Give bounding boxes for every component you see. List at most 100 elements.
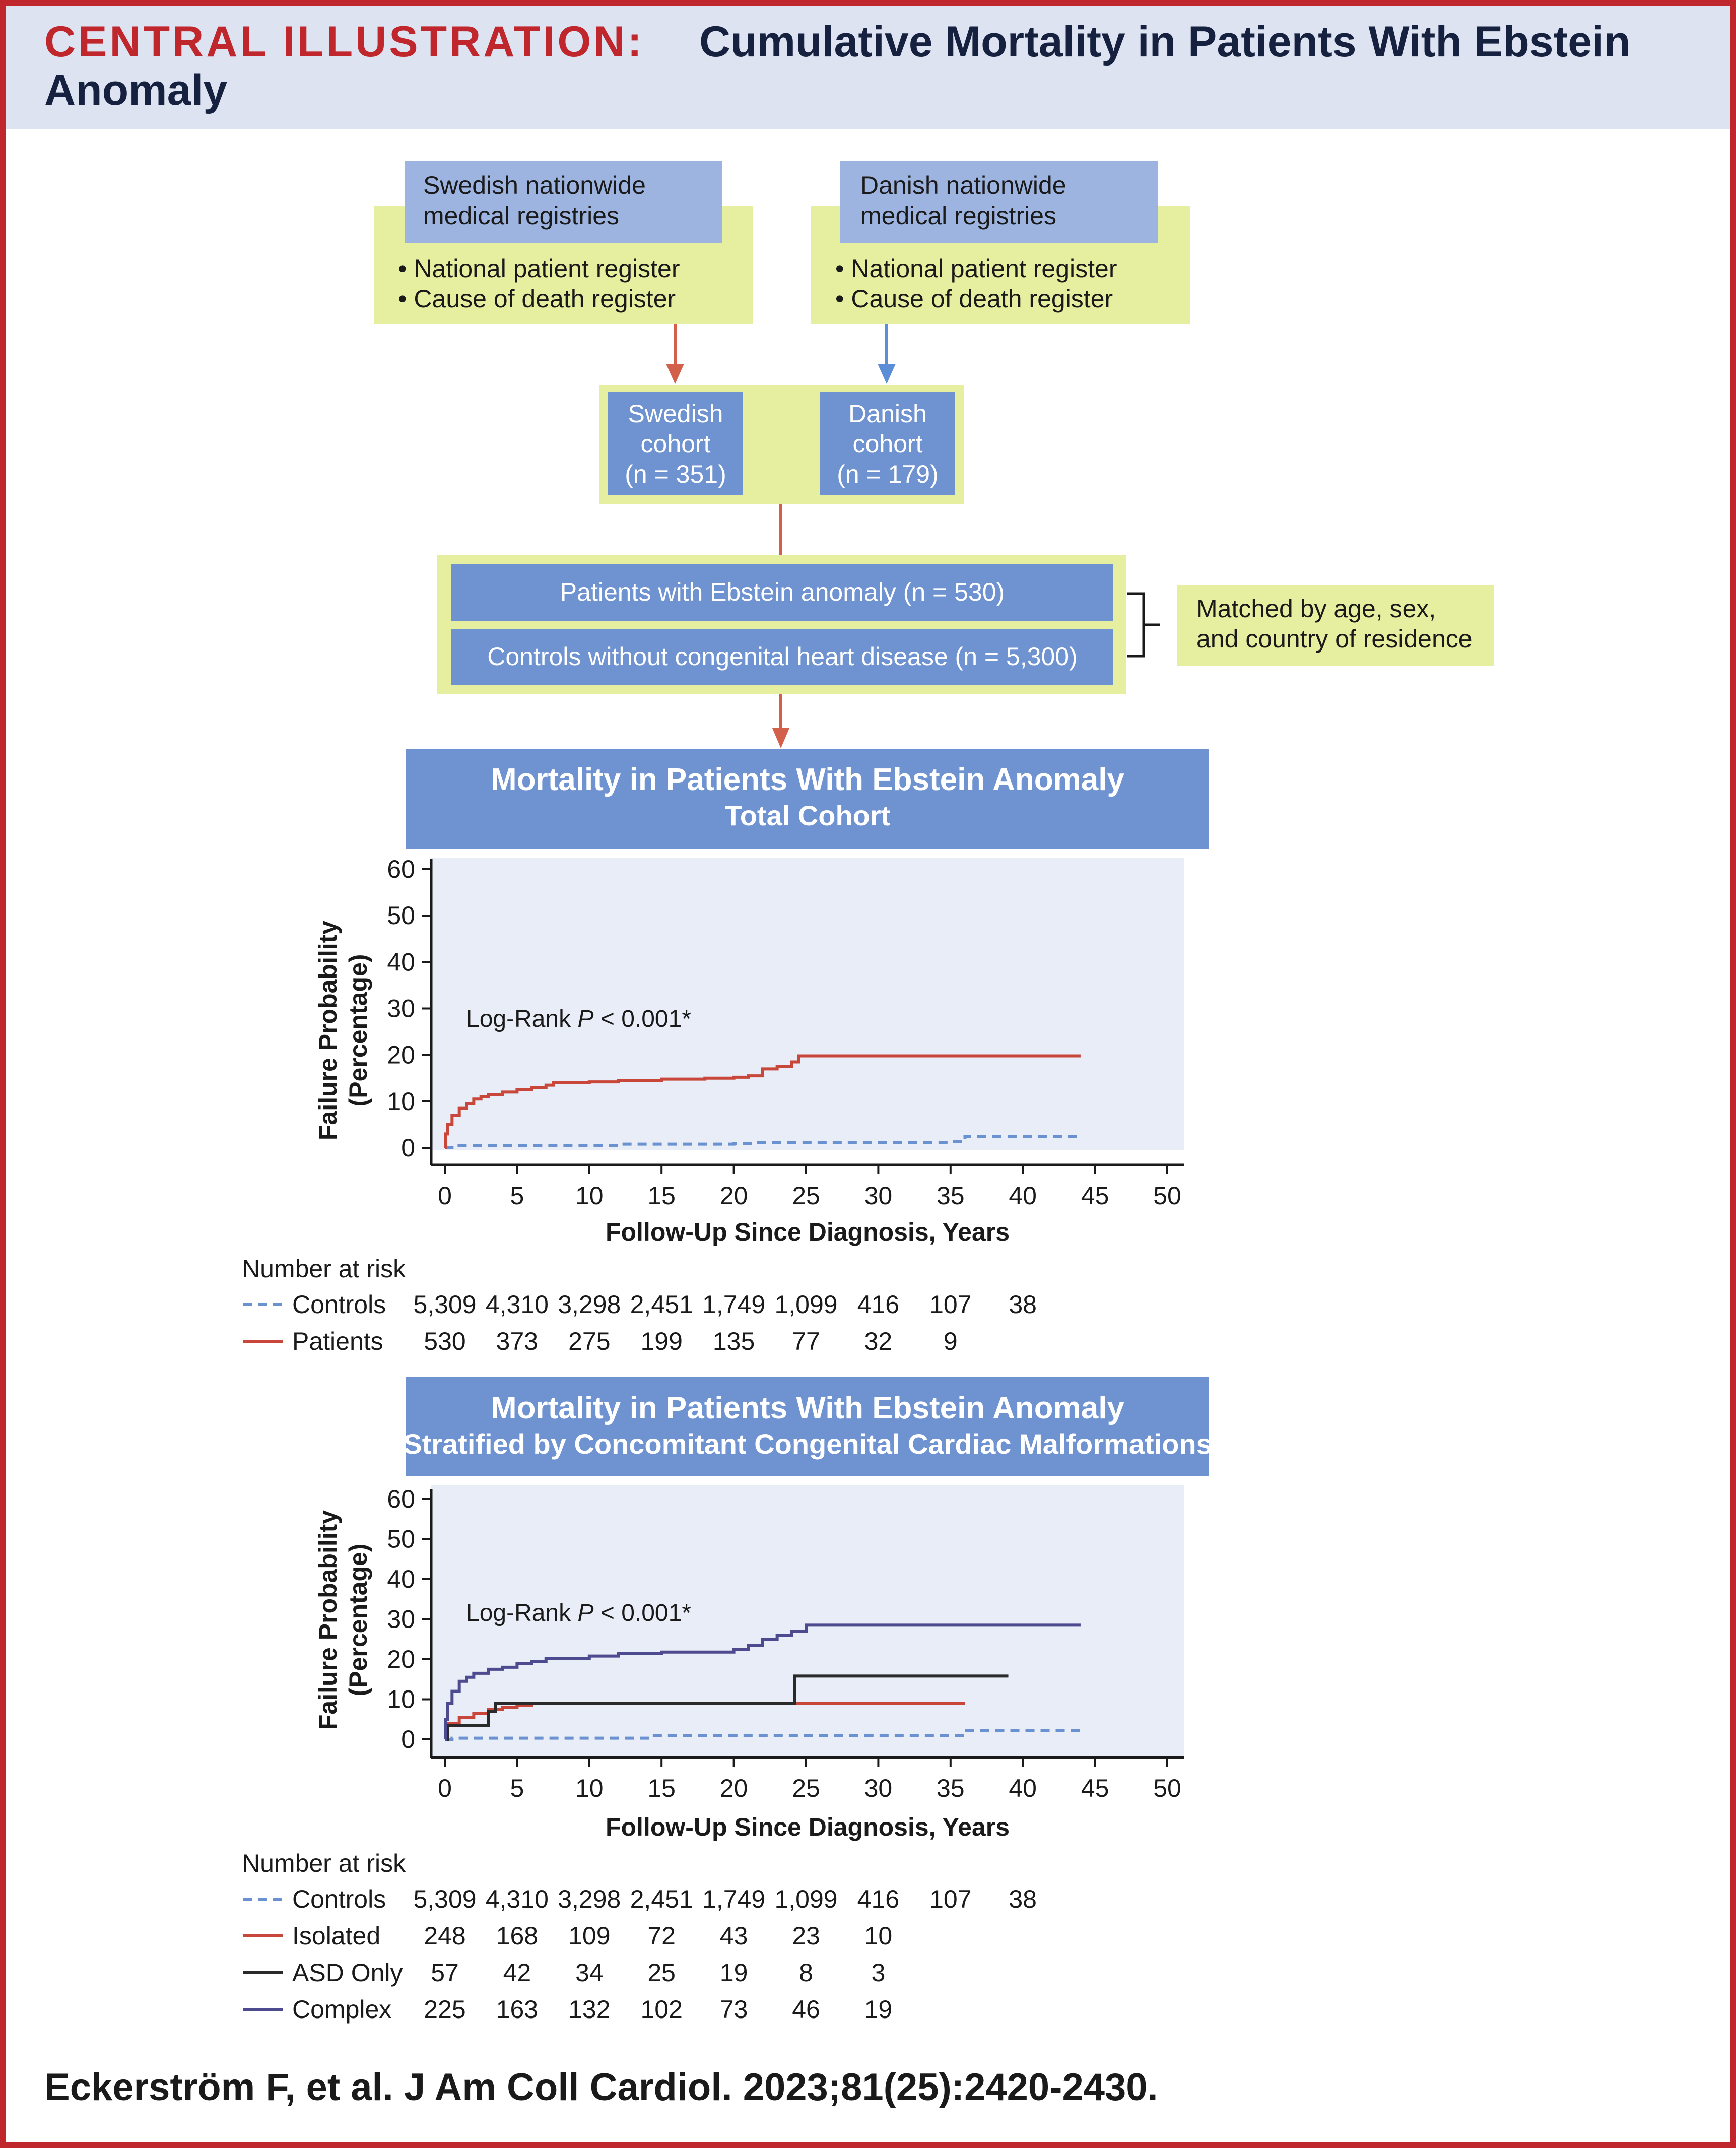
x-tick-label: 30 (864, 1774, 893, 1802)
patients-box (451, 564, 1113, 621)
risk-cell: 5,309 (413, 1885, 476, 1913)
header-title-line2: Anomaly (44, 66, 227, 114)
risk-cell: 248 (424, 1922, 465, 1950)
y-tick-label: 20 (387, 1645, 415, 1673)
risk-cell: 77 (792, 1327, 820, 1355)
risk-cell: 1,099 (774, 1885, 837, 1913)
patients-label: Patients with Ebstein anomaly (n = 530) (560, 578, 1005, 606)
risk-row-label-controls: Controls (292, 1885, 386, 1913)
series-line-asd-only (445, 1674, 1009, 1741)
danish-cohort-line1: Danish (848, 400, 927, 428)
risk-cell: 102 (640, 1995, 682, 2024)
citation: Eckerström F, et al. J Am Coll Cardiol. … (44, 2066, 1158, 2109)
chart1-risk-table: Controls 5,309 4,310 3,298 2,451 1,749 1,099 41… (243, 1290, 1037, 1355)
x-tick-label: 10 (575, 1182, 604, 1210)
chart2-title: Mortality in Patients With Ebstein Anoma… (491, 1391, 1124, 1425)
x-tick-label: 25 (792, 1182, 820, 1210)
chart1-xlabel: Follow-Up Since Diagnosis, Years (606, 1218, 1010, 1246)
controls-label: Controls without congenital heart diseas… (487, 642, 1078, 671)
y-tick-label: 60 (387, 1485, 415, 1513)
risk-cell: 3 (871, 1959, 885, 1987)
danish-registry-title-box (840, 161, 1158, 243)
risk-cell: 5,309 (413, 1290, 476, 1319)
x-tick-label: 5 (510, 1182, 524, 1210)
risk-cell: 42 (503, 1959, 531, 1987)
risk-cell: 1,749 (702, 1885, 765, 1913)
y-tick-label: 0 (401, 1725, 415, 1753)
controls-box (451, 629, 1113, 685)
x-tick-label: 25 (792, 1774, 820, 1802)
chart1-ylabel-line2: (Percentage) (344, 954, 372, 1107)
danish-arrow-head (878, 364, 896, 384)
risk-cell: 4,310 (486, 1290, 549, 1319)
series-line-controls (445, 1729, 1081, 1741)
danish-registry-bullet-2: • Cause of death register (835, 285, 1113, 313)
danish-registry-title-1: Danish nationwide (860, 171, 1066, 200)
swedish-cohort-line3: (n = 351) (625, 460, 726, 488)
chart2-title-box (406, 1377, 1209, 1476)
chart2-xlabel: Follow-Up Since Diagnosis, Years (606, 1813, 1010, 1841)
y-tick-label: 10 (387, 1685, 415, 1714)
risk-cell: 32 (864, 1327, 893, 1355)
chart1-plot-area (431, 858, 1184, 1150)
swedish-registry-bullet-2: • Cause of death register (398, 285, 676, 313)
danish-cohort-box (820, 392, 955, 495)
risk-cell: 107 (929, 1290, 971, 1319)
chart1-title: Mortality in Patients With Ebstein Anoma… (491, 762, 1124, 797)
chart-arrow-head (772, 728, 789, 748)
risk-cell: 225 (424, 1995, 465, 2024)
risk-row-label-patients: Patients (292, 1327, 383, 1355)
y-tick-label: 20 (387, 1041, 415, 1069)
risk-cell: 4,310 (486, 1885, 549, 1913)
y-tick-label: 40 (387, 948, 415, 976)
x-tick-label: 45 (1081, 1182, 1109, 1210)
swedish-registry-bullet-1: • National patient register (398, 254, 680, 283)
risk-row-label-complex: Complex (292, 1995, 391, 2024)
swedish-registry-title-1: Swedish nationwide (423, 171, 646, 200)
risk-row-label-asd-only: ASD Only (292, 1959, 403, 1987)
x-tick-label: 15 (647, 1774, 676, 1802)
header-band (6, 6, 1730, 129)
chart1-ylabel-line1: Failure Probability (314, 921, 342, 1140)
risk-cell: 43 (720, 1922, 748, 1950)
danish-cohort-line3: (n = 179) (837, 460, 939, 488)
risk-row-label-controls: Controls (292, 1290, 386, 1319)
chart2-annotation: Log-Rank P < 0.001* (466, 1600, 691, 1626)
x-tick-label: 10 (575, 1774, 604, 1802)
risk-cell: 10 (864, 1922, 893, 1950)
risk-cell: 19 (864, 1995, 893, 2024)
x-tick-label: 40 (1009, 1182, 1037, 1210)
danish-cohort-line2: cohort (853, 430, 923, 458)
matched-box (1177, 585, 1494, 666)
risk-cell: 72 (647, 1922, 676, 1950)
risk-cell: 38 (1009, 1885, 1037, 1913)
risk-cell: 25 (647, 1959, 676, 1987)
y-tick-label: 10 (387, 1087, 415, 1116)
series-line-patients (444, 1054, 1081, 1149)
x-tick-label: 50 (1153, 1774, 1181, 1802)
risk-cell: 107 (929, 1885, 971, 1913)
matched-line1: Matched by age, sex, (1196, 595, 1436, 623)
matched-line2: and country of residence (1196, 625, 1473, 653)
chart1-annotation: Log-Rank P < 0.001* (466, 1006, 691, 1032)
x-tick-label: 35 (937, 1774, 965, 1802)
chart2-series (444, 1623, 1081, 1741)
risk-cell: 23 (792, 1922, 820, 1950)
chart2-plot-area (431, 1485, 1184, 1758)
x-tick-label: 35 (937, 1182, 965, 1210)
chart1-risk-heading: Number at risk (242, 1255, 406, 1283)
x-tick-label: 15 (647, 1182, 676, 1210)
danish-registry-title-2: medical registries (860, 202, 1056, 230)
risk-row-label-isolated: Isolated (292, 1922, 380, 1950)
chart1-title-box (406, 749, 1209, 849)
risk-cell: 57 (431, 1959, 459, 1987)
x-tick-label: 0 (438, 1774, 452, 1802)
swedish-cohort-box (608, 392, 743, 495)
risk-cell: 373 (496, 1327, 538, 1355)
header-label: CENTRAL ILLUSTRATION: (44, 18, 644, 66)
risk-cell: 275 (568, 1327, 610, 1355)
risk-cell: 109 (568, 1922, 610, 1950)
y-tick-label: 50 (387, 901, 415, 930)
risk-cell: 46 (792, 1995, 820, 2024)
chart1-subtitle: Total Cohort (725, 800, 891, 831)
